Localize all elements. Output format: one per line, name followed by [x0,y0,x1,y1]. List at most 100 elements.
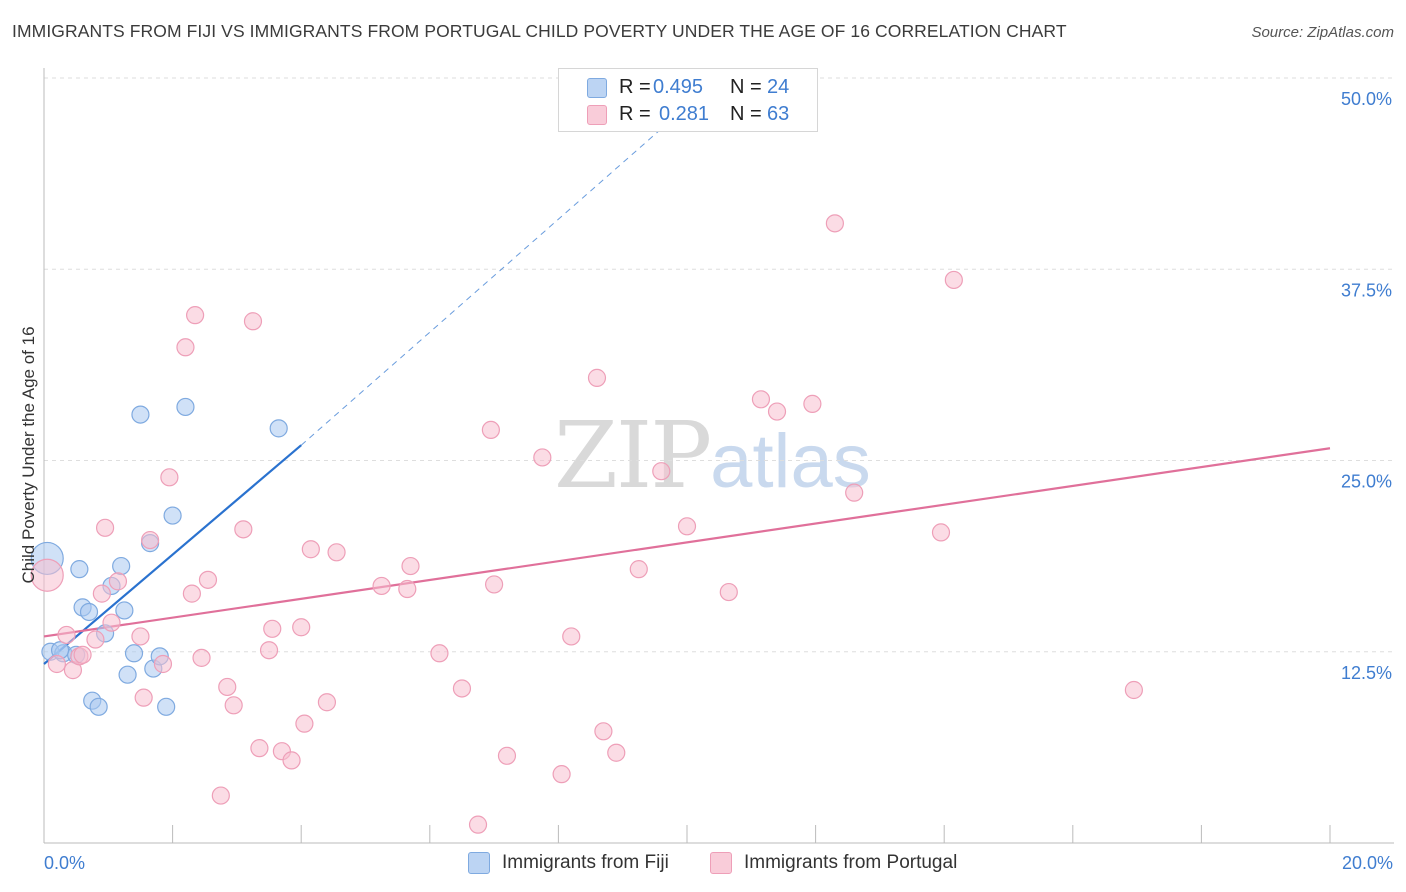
portugal-point [250,739,269,758]
fiji-trend-line [43,444,302,665]
portugal-point [73,645,92,664]
fiji-point [112,556,131,576]
fiji-point [124,644,144,663]
portugal-point [719,582,738,602]
portugal-point [652,462,671,481]
portugal-point [751,390,771,409]
portugal-point [176,338,195,357]
bottom-legend-fiji: Immigrants from Fiji [468,852,669,874]
portugal-point [677,517,697,536]
portugal-point [301,540,320,559]
source-label: Source: ZipAtlas.com [1251,24,1394,41]
watermark-zip: ZIP [554,402,712,509]
bottom-legend-swatch-portugal [710,852,732,874]
bottom-legend-label-fiji: Immigrants from Fiji [502,852,669,873]
portugal-point [153,654,173,674]
portugal-point [47,654,66,674]
portugal-point [452,679,472,698]
portugal-point [30,558,64,592]
portugal-point [767,402,787,421]
legend-r-value-fiji: 0.495 [653,75,704,98]
legend-r-value-portugal: 0.281 [659,102,710,125]
x-tick-label: 0.0% [44,853,85,873]
legend-swatch-fiji [587,78,607,98]
data-points [30,214,1143,834]
bottom-legend-portugal: Immigrants from Portugal [710,852,957,874]
x-tick-label: 20.0% [1342,853,1393,873]
portugal-point [92,584,111,603]
portugal-point [1124,680,1143,700]
portugal-point [140,530,160,550]
fiji-point [115,601,134,620]
portugal-point [481,420,500,439]
portugal-point [86,630,105,649]
portugal-point [131,627,150,646]
y-tick-label: 50.0% [1341,89,1392,109]
tick-labels: 12.5% 25.0% 37.5% 50.0% 0.0% 20.0% [44,89,1393,873]
portugal-point [282,751,301,770]
portugal-point [931,523,951,542]
portugal-point [485,575,504,594]
portugal-point [57,625,76,645]
portugal-point [243,312,263,331]
portugal-point [192,648,211,667]
portugal-point [562,627,581,646]
portugal-point [234,520,253,539]
trend-lines [43,77,1331,665]
legend-n-label-fiji: N = [730,75,762,98]
bottom-legend-swatch-fiji [468,852,490,874]
y-tick-label: 25.0% [1341,472,1392,492]
portugal-point [401,556,420,576]
portugal-point [160,468,179,487]
grid-lines [44,77,1394,653]
y-tick-label: 37.5% [1341,280,1392,300]
portugal-point [259,641,279,660]
fiji-point [118,665,137,684]
legend-n-value-fiji: 24 [767,75,790,98]
legend-n-label-portugal: N = [730,102,762,125]
portugal-point [224,696,243,715]
legend-n-value-portugal: 63 [767,102,790,125]
portugal-point [134,688,153,707]
portugal-point [327,543,346,562]
portugal-point [95,518,115,537]
portugal-point [430,644,449,663]
legend-swatch-portugal [587,105,607,125]
fiji-point [176,397,195,417]
fiji-point [269,419,288,438]
portugal-point [497,746,517,765]
watermark-atlas: atlas [710,419,871,504]
portugal-point [372,576,391,596]
fiji-point [79,602,99,622]
portugal-point [211,786,230,805]
portugal-point [263,619,282,638]
portugal-point [587,368,607,387]
y-axis-label: Child Poverty Under the Age of 16 [19,326,38,583]
chart-title: IMMIGRANTS FROM FIJI VS IMMIGRANTS FROM … [12,21,1067,41]
portugal-point [468,815,488,834]
portugal-trend-line [43,447,1331,638]
portugal-point [108,572,128,591]
fiji-point [163,506,182,525]
portugal-point [607,743,626,762]
portugal-point [533,448,552,467]
portugal-point [295,714,314,733]
portugal-point [186,306,205,325]
portugal-point [102,613,121,632]
portugal-point [594,722,613,741]
fiji-point [157,697,176,716]
portugal-point [825,214,844,233]
legend: R = 0.495 N = 24 R = 0.281 N = 63 [558,68,818,132]
portugal-point [182,584,201,603]
axes [43,68,1394,844]
y-tick-label: 12.5% [1341,663,1392,683]
portugal-point [218,677,237,697]
portugal-point [845,483,864,502]
fiji-point [131,405,150,424]
portugal-point [398,579,417,599]
portugal-point [292,618,311,637]
bottom-legend-label-portugal: Immigrants from Portugal [744,852,958,873]
portugal-point [552,765,571,784]
portugal-point [317,693,337,712]
